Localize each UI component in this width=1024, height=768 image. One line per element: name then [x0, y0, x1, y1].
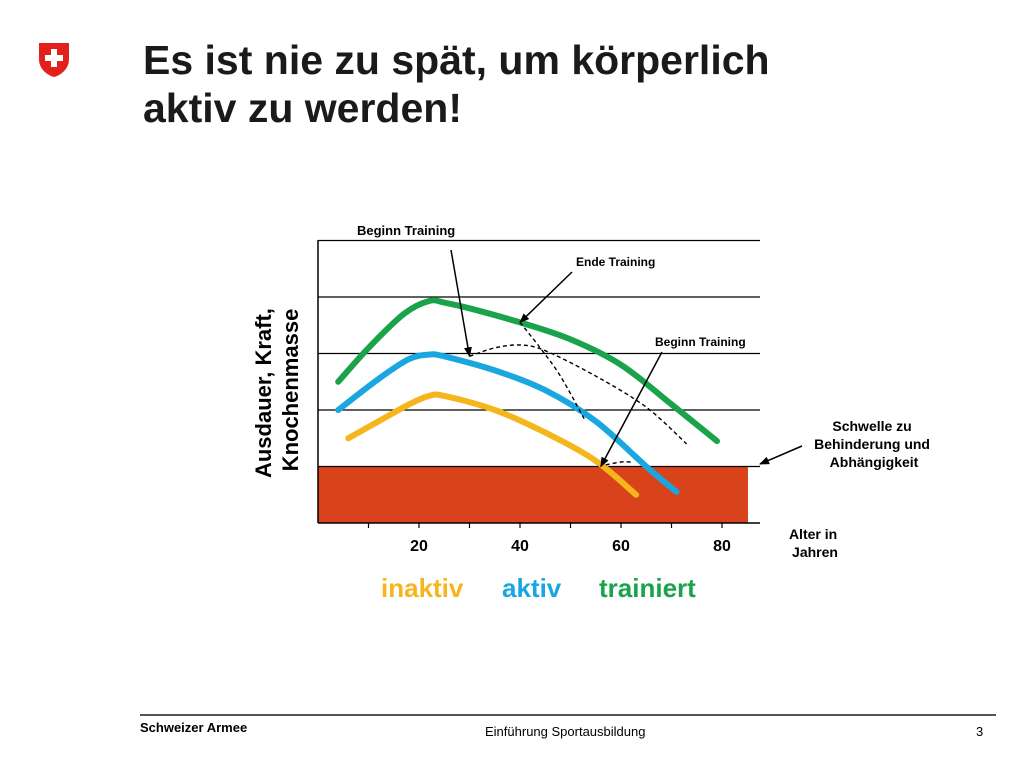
dashed-projection-1	[469, 344, 688, 445]
x-tick-label-60: 60	[612, 538, 630, 555]
annotation-arrow-2	[519, 271, 573, 324]
annotation-beginn-training-2: Beginn Training	[655, 335, 746, 349]
series-layer	[335, 297, 720, 498]
threshold-label-line-1: Schwelle zu	[832, 418, 911, 434]
threshold-label: Schwelle zu Behinderung und Abhängigkeit	[814, 418, 934, 470]
x-tick-label-40: 40	[511, 538, 529, 555]
annotation-ende-training: Ende Training	[576, 255, 655, 269]
footer-course: Einführung Sportausbildung	[485, 724, 646, 739]
threshold-label-line-3: Abhängigkeit	[830, 454, 919, 470]
x-axis-label-line-1: Alter in	[789, 526, 837, 542]
dashed-layer	[469, 321, 688, 466]
footer-divider	[140, 714, 996, 716]
annotation-arrow-1	[450, 249, 472, 358]
series-line-inaktiv	[345, 391, 640, 498]
title-line-2: aktiv zu werden!	[143, 85, 462, 131]
gridlines	[318, 239, 760, 468]
threshold-zone	[318, 466, 748, 523]
annotation-arrow-3	[600, 351, 663, 468]
series-line-aktiv	[335, 351, 680, 495]
x-ticks	[367, 523, 723, 528]
y-axis-label-line-1: Ausdauer, Kraft,	[251, 308, 276, 478]
dashed-projection-2	[519, 321, 587, 422]
footer-organization: Schweizer Armee	[140, 720, 248, 735]
threshold-arrow	[759, 445, 803, 465]
x-axis-label-line-2: Jahren	[792, 544, 838, 560]
threshold-label-line-2: Behinderung und	[814, 436, 930, 452]
title-line-1: Es ist nie zu spät, um körperlich	[143, 37, 770, 83]
x-tick-label-80: 80	[713, 538, 731, 555]
dashed-projection-3	[605, 461, 632, 466]
page-number: 3	[976, 724, 984, 739]
legend-trainiert: trainiert	[599, 573, 696, 603]
swiss-cross-logo	[39, 43, 69, 77]
y-axis-label-line-2: Knochenmasse	[278, 309, 303, 472]
x-axis-label: Alter in Jahren	[789, 526, 841, 560]
y-axis-label: Ausdauer, Kraft, Knochenmasse	[251, 302, 303, 478]
series-line-trainiert	[335, 297, 720, 445]
x-tick-label-20: 20	[410, 538, 428, 555]
x-tick-labels: 20 40 60 80	[410, 538, 731, 555]
annotation-beginn-training-1: Beginn Training	[357, 223, 455, 238]
slide-title: Es ist nie zu spät, um körperlich aktiv …	[143, 36, 770, 132]
legend-aktiv: aktiv	[502, 573, 562, 603]
legend-inaktiv: inaktiv	[381, 573, 464, 603]
